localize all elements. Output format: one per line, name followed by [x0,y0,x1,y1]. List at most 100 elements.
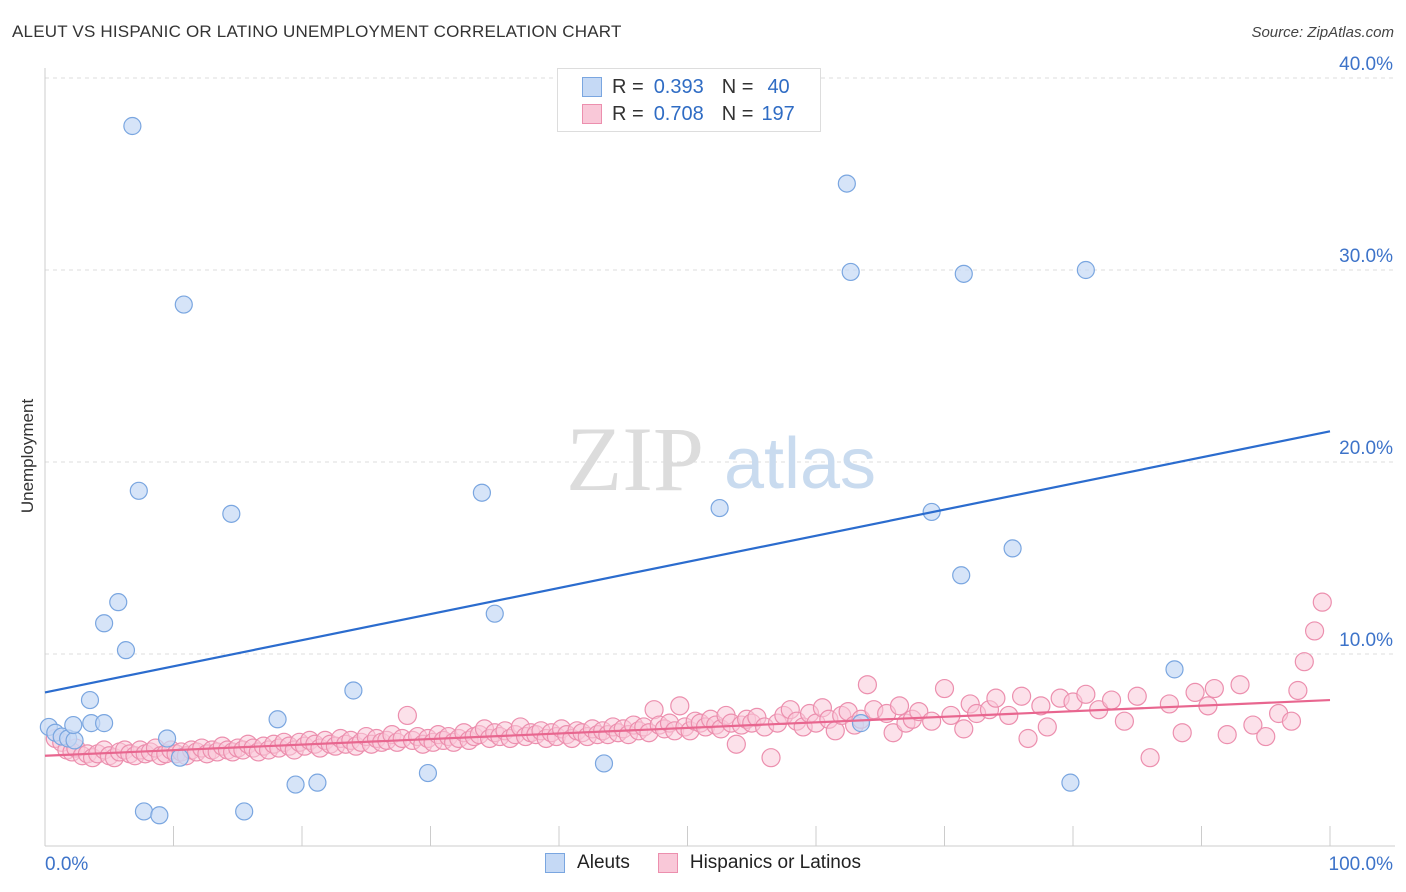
data-point-aleuts [1061,773,1080,792]
data-point-aleuts [268,710,287,729]
legend-row-aleuts: R = 0.393 N = 40 [582,75,790,99]
data-point-hispanics [954,719,974,739]
legend-swatch-hispanics [582,104,602,124]
y-tick-label: 10.0% [1339,630,1393,651]
legend-n-label: N = [721,75,754,98]
data-point-aleuts [150,806,169,825]
legend-swatch-aleuts [582,77,602,97]
data-point-aleuts [222,504,241,523]
data-point-hispanics [1256,726,1276,747]
data-point-aleuts [1165,660,1184,679]
trend-lines [44,430,1331,757]
trend-line-aleuts [44,430,1331,694]
data-point-aleuts [418,763,438,783]
data-point-aleuts [174,295,193,314]
legend-label-aleuts: Aleuts [577,852,630,873]
data-point-aleuts [134,802,154,821]
data-point-hispanics [909,701,929,722]
legend-label-hispanics: Hispanics or Latinos [689,852,861,873]
tick-labels: 10.0% 20.0% 30.0% 40.0% 0.0% 100.0% [45,54,1393,875]
legend-item-hispanics[interactable]: Hispanics or Latinos [657,852,861,874]
data-point-hispanics [934,678,955,699]
data-point-hispanics [1304,621,1325,641]
data-point-hispanics [1018,728,1038,749]
data-point-aleuts [837,174,856,193]
data-point-aleuts [80,690,100,710]
data-point-aleuts [952,566,971,585]
zipatlas-watermark: ZIP atlas [566,408,876,510]
series-hispanics-points [45,592,1332,768]
chart-title: ALEUT VS HISPANIC OR LATINO UNEMPLOYMENT… [12,22,622,41]
data-point-hispanics [1217,725,1237,745]
data-point-hispanics [1011,686,1032,706]
axes [44,68,1395,847]
data-point-hispanics [1140,748,1160,768]
data-point-aleuts [1076,260,1095,280]
data-point-hispanics [889,696,910,716]
data-point-hispanics [1288,680,1308,701]
legend-row-hispanics: R = 0.708 N = 197 [582,102,795,126]
data-point-hispanics [857,675,878,695]
data-point-hispanics [1204,678,1224,699]
legend-item-aleuts[interactable]: Aleuts [545,852,630,874]
legend-n-value: 197 [761,102,795,125]
data-point-hispanics [1230,675,1250,695]
data-point-hispanics [761,748,781,768]
legend-r-value: 0.708 [653,102,704,125]
legend-swatch-aleuts [545,853,566,873]
data-point-hispanics [1159,694,1179,714]
legend-r-label: R = [612,102,644,125]
data-point-aleuts [594,754,614,773]
series-aleuts-points [39,116,1184,825]
data-point-hispanics [1114,711,1135,731]
data-point-hispanics [1185,682,1205,703]
data-point-hispanics [397,705,417,726]
data-point-hispanics [1101,690,1122,710]
data-point-aleuts [109,593,128,612]
data-point-aleuts [116,641,136,660]
data-point-aleuts [65,731,84,750]
data-point-hispanics [986,688,1006,708]
y-tick-label: 40.0% [1339,54,1393,75]
trend-line-hispanics [44,698,1331,757]
source-credit: Source: ZipAtlas.com [1251,24,1394,41]
data-point-aleuts [95,714,114,733]
data-point-aleuts [344,681,363,700]
legend-n-label: N = [721,102,754,125]
data-point-aleuts [308,773,327,792]
gridlines [45,77,1395,655]
data-point-hispanics [883,723,903,743]
data-point-aleuts [95,614,114,633]
watermark-atlas: atlas [724,424,876,504]
data-point-hispanics [1294,652,1314,672]
data-point-hispanics [1312,592,1332,612]
data-point-aleuts [129,481,148,500]
legend-r-value: 0.393 [653,75,704,98]
data-point-aleuts [170,748,190,767]
data-point-aleuts [235,802,254,821]
y-tick-label: 20.0% [1339,438,1393,459]
data-point-aleuts [64,715,83,735]
data-point-aleuts [710,498,729,518]
y-tick-label: 30.0% [1339,246,1393,267]
legend-r-label: R = [612,75,644,98]
data-point-hispanics [1172,723,1192,743]
x-tick-label: 0.0% [45,854,88,875]
data-point-aleuts [286,775,305,794]
data-point-hispanics [999,705,1019,726]
data-point-aleuts [1003,539,1022,558]
legend-swatch-hispanics [657,853,678,873]
data-point-aleuts [954,264,973,283]
watermark-zip: ZIP [566,408,704,510]
data-point-hispanics [1031,696,1051,716]
data-point-aleuts [485,604,504,623]
data-point-hispanics [726,734,746,754]
data-point-aleuts [123,116,142,136]
data-point-hispanics [1127,686,1147,706]
data-point-aleuts [841,262,860,282]
data-point-hispanics [1281,711,1302,731]
data-point-hispanics [1076,684,1096,704]
legend-n-value: 40 [767,75,790,98]
data-point-hispanics [1037,717,1057,737]
data-point-aleuts [157,729,177,748]
